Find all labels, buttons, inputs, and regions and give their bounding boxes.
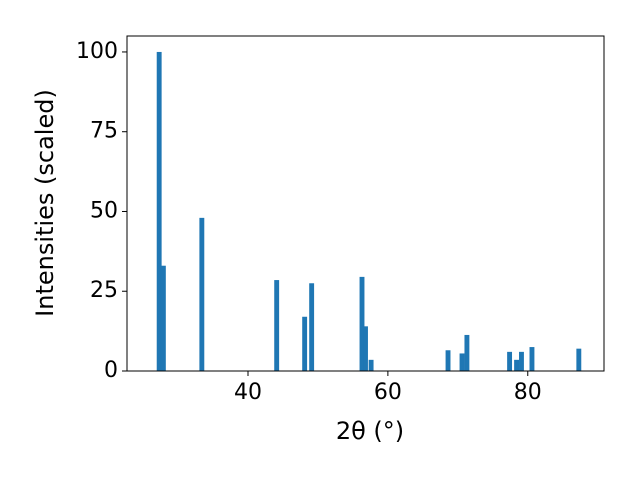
bar bbox=[302, 316, 308, 371]
bar bbox=[529, 347, 535, 371]
bar bbox=[363, 326, 368, 371]
y-tick-label: 50 bbox=[90, 198, 118, 223]
y-axis-label: Intensities (scaled) bbox=[31, 89, 59, 317]
y-tick-label: 0 bbox=[104, 358, 118, 383]
bar bbox=[359, 276, 365, 371]
bar bbox=[160, 265, 166, 371]
y-tick-label: 75 bbox=[90, 119, 118, 144]
y-tick-label: 25 bbox=[90, 278, 118, 303]
y-tick-label: 100 bbox=[76, 39, 118, 64]
bar bbox=[199, 217, 205, 371]
plot-frame bbox=[126, 35, 605, 372]
x-axis-label: 2θ (°) bbox=[336, 417, 404, 445]
bar bbox=[459, 353, 465, 371]
bar bbox=[445, 350, 451, 371]
bar bbox=[464, 334, 470, 371]
x-tick-label: 60 bbox=[374, 380, 402, 405]
bar bbox=[519, 351, 524, 371]
x-tick-label: 80 bbox=[514, 380, 542, 405]
bar bbox=[156, 51, 162, 371]
bar bbox=[368, 359, 374, 371]
bar bbox=[507, 351, 513, 371]
bar bbox=[514, 359, 520, 371]
bar bbox=[274, 280, 280, 371]
x-tick-label: 40 bbox=[234, 380, 262, 405]
bar bbox=[576, 348, 582, 371]
bar bbox=[309, 283, 315, 371]
